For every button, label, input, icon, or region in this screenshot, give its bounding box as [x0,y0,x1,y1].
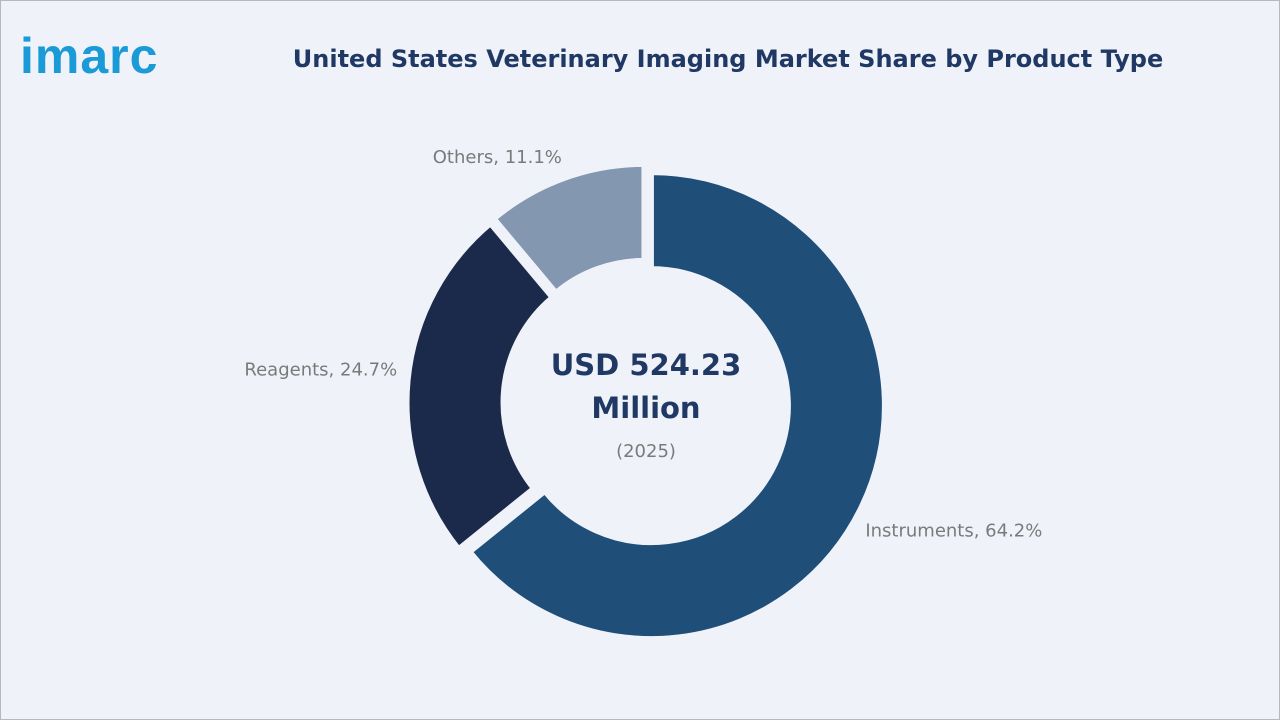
slice [490,161,647,296]
slice-label: Instruments, 64.2% [865,521,1042,542]
slice [466,170,887,642]
slice-label: Reagents, 24.7% [244,359,397,380]
slice-label: Others, 11.1% [433,147,562,168]
center-year: (2025) [616,441,676,462]
chart-title: United States Veterinary Imaging Market … [293,45,1163,73]
center-label: Million [591,391,700,425]
center-label: USD 524.23 [551,348,742,382]
logo: imarc [20,28,158,84]
slice [404,220,556,553]
